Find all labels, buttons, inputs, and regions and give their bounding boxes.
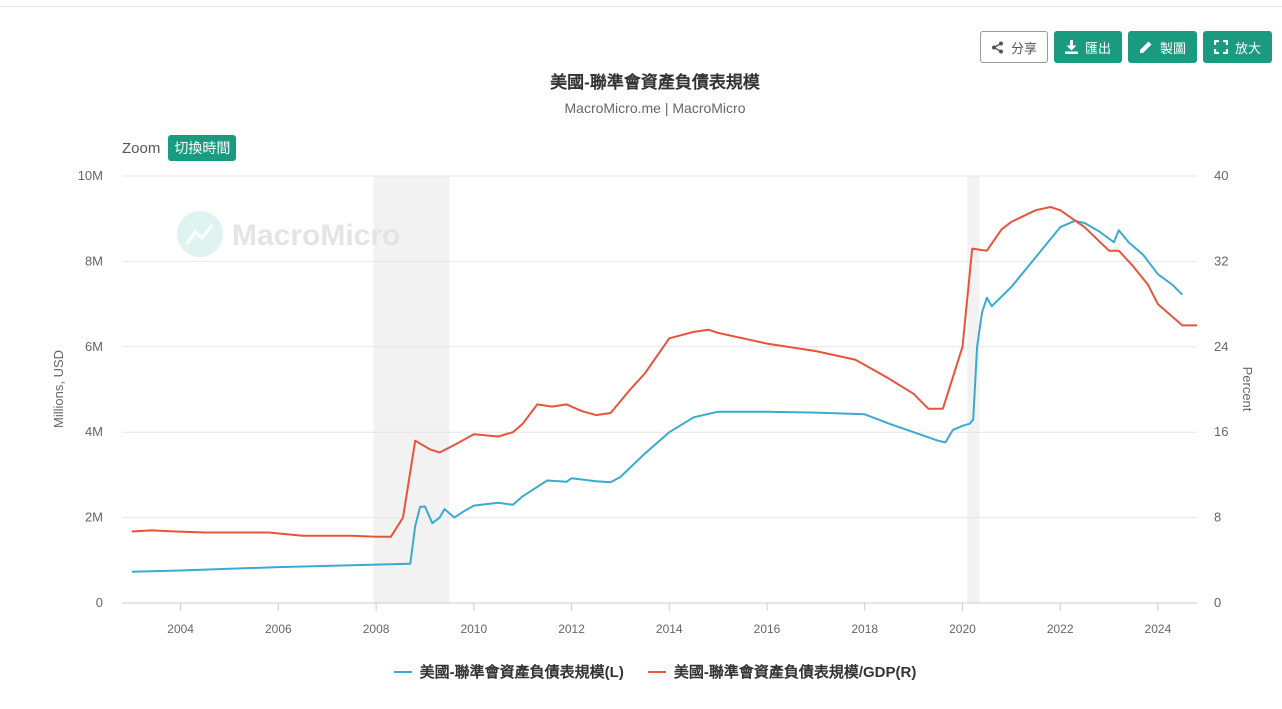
share-icon bbox=[991, 41, 1004, 54]
zoom-control: Zoom 切換時間 bbox=[122, 135, 237, 161]
y-left-tick-label: 6M bbox=[85, 339, 103, 354]
chart-title: 美國-聯準會資產負債表規模 bbox=[550, 73, 760, 92]
chart-subtitle: MacroMicro.me | MacroMicro bbox=[564, 100, 746, 116]
grid-lines bbox=[122, 175, 1197, 604]
pencil-icon bbox=[1139, 40, 1153, 54]
y-axis-left-label: Millions, USD bbox=[51, 350, 66, 428]
x-tick-label: 2018 bbox=[851, 622, 878, 636]
x-tick-label: 2024 bbox=[1145, 622, 1172, 636]
y-left-tick-label: 10M bbox=[78, 168, 103, 183]
share-label: 分享 bbox=[1010, 40, 1037, 56]
y-right-tick-label: 32 bbox=[1214, 253, 1228, 268]
enlarge-button[interactable]: 放大 bbox=[1202, 31, 1272, 63]
switch-time-button[interactable]: 切換時間 bbox=[168, 135, 237, 161]
share-button[interactable]: 分享 bbox=[979, 31, 1048, 63]
y-left-tick-label: 4M bbox=[85, 424, 103, 439]
recession-band-0 bbox=[373, 176, 450, 603]
x-tick-label: 2008 bbox=[363, 622, 390, 636]
legend: 美國-聯準會資產負債表規模(L) 美國-聯準會資產負債表規模/GDP(R) bbox=[0, 661, 1282, 682]
export-button[interactable]: 匯出 bbox=[1053, 31, 1122, 63]
series-lines bbox=[131, 206, 1197, 573]
y-right-tick-label: 24 bbox=[1214, 339, 1228, 354]
series-line-balance-sheet[interactable] bbox=[131, 219, 1184, 573]
y-axis-left: 0 2M 4M 6M 8M 10M bbox=[78, 168, 103, 610]
recession-bands bbox=[373, 176, 980, 603]
y-axis-right: 0 8 16 24 32 40 bbox=[1214, 168, 1228, 610]
x-tick-label: 2014 bbox=[656, 622, 683, 636]
draw-label: 製圖 bbox=[1159, 40, 1186, 56]
y-right-tick-label: 40 bbox=[1214, 168, 1228, 183]
x-tick-label: 2020 bbox=[949, 622, 976, 636]
watermark-text: MacroMicro bbox=[232, 219, 400, 252]
x-tick-label: 2012 bbox=[558, 622, 585, 636]
legend-item-balance-sheet-gdp[interactable]: 美國-聯準會資產負債表規模/GDP(R) bbox=[647, 661, 917, 682]
draw-button[interactable]: 製圖 bbox=[1127, 31, 1197, 63]
watermark-chart-icon bbox=[185, 224, 214, 245]
x-tick-label: 2006 bbox=[265, 622, 292, 636]
zoom-label: Zoom bbox=[122, 139, 161, 157]
y-left-tick-label: 8M bbox=[85, 253, 103, 268]
y-left-tick-label: 2M bbox=[85, 510, 103, 525]
watermark-logo-icon bbox=[177, 211, 223, 257]
y-right-tick-label: 16 bbox=[1214, 424, 1228, 439]
x-tick-label: 2022 bbox=[1047, 622, 1074, 636]
download-icon bbox=[1064, 40, 1078, 54]
legend-label-balance-sheet: 美國-聯準會資產負債表規模(L) bbox=[419, 664, 624, 681]
y-right-tick-label: 8 bbox=[1214, 510, 1221, 525]
x-tick-label: 2016 bbox=[754, 622, 781, 636]
series-line-balance-sheet-gdp[interactable] bbox=[131, 206, 1197, 538]
y-right-tick-label: 0 bbox=[1214, 595, 1221, 610]
legend-swatch-balance-sheet bbox=[393, 670, 412, 673]
enlarge-label: 放大 bbox=[1234, 40, 1261, 56]
export-label: 匯出 bbox=[1084, 40, 1111, 56]
recession-band-1 bbox=[967, 176, 980, 603]
chart-toolbar: 分享 匯出 製圖 放大 bbox=[979, 31, 1272, 63]
x-tick-label: 2004 bbox=[167, 622, 194, 636]
legend-item-balance-sheet[interactable]: 美國-聯準會資產負債表規模(L) bbox=[393, 661, 624, 682]
legend-swatch-balance-sheet-gdp bbox=[647, 670, 666, 673]
top-border bbox=[0, 6, 1282, 7]
legend-label-balance-sheet-gdp: 美國-聯準會資產負債表規模/GDP(R) bbox=[673, 664, 917, 681]
expand-icon bbox=[1213, 40, 1228, 54]
x-tick-label: 2010 bbox=[460, 622, 487, 636]
y-left-tick-label: 0 bbox=[96, 595, 103, 610]
x-axis: 2004 2006 2008 2010 2012 2014 2016 2018 2020 2022… bbox=[167, 603, 1172, 636]
y-axis-right-label: Percent bbox=[1240, 367, 1255, 412]
watermark: MacroMicro bbox=[177, 211, 400, 257]
